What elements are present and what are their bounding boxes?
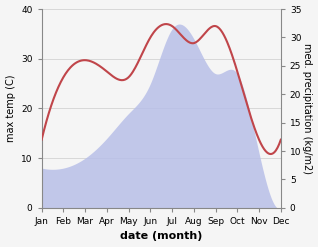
X-axis label: date (month): date (month) (120, 231, 203, 242)
Y-axis label: med. precipitation (kg/m2): med. precipitation (kg/m2) (302, 43, 313, 174)
Y-axis label: max temp (C): max temp (C) (5, 75, 16, 142)
